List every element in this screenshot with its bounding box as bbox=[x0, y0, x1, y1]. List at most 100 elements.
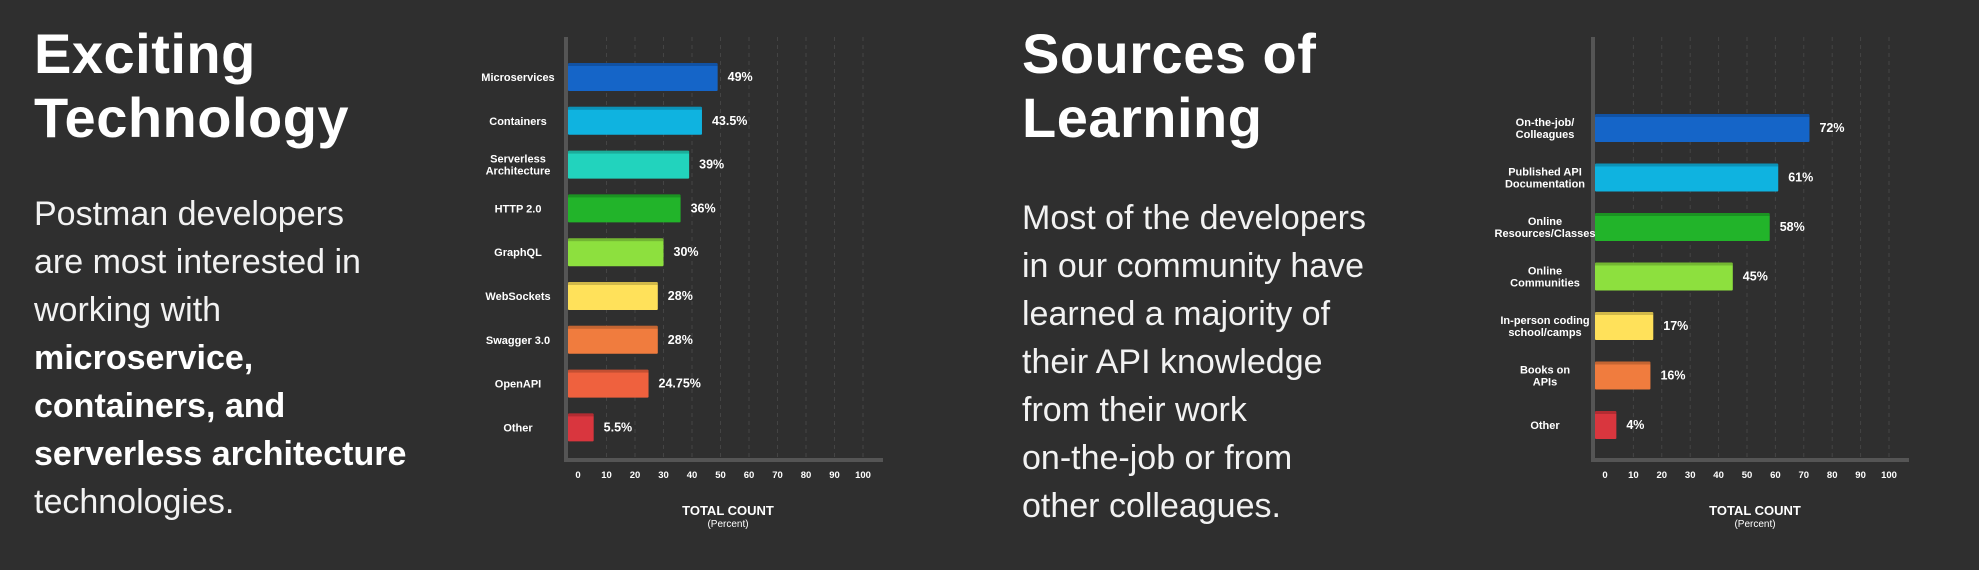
bar-top-shade bbox=[568, 238, 664, 242]
x-tick-label: 50 bbox=[1742, 470, 1753, 481]
x-tick-label: 90 bbox=[829, 470, 840, 481]
description-line: are most interested in bbox=[34, 243, 361, 281]
bar bbox=[1595, 312, 1654, 340]
bar-top-shade bbox=[1595, 213, 1770, 216]
bar-top-shade bbox=[568, 63, 718, 66]
title-line: Learning bbox=[1022, 86, 1263, 149]
category-label: Serverless bbox=[490, 154, 546, 166]
bar bbox=[568, 369, 649, 398]
category-label: Online bbox=[1528, 216, 1562, 228]
value-label: 28% bbox=[668, 289, 693, 303]
category-label: GraphQL bbox=[494, 247, 542, 259]
category-label: Other bbox=[1530, 420, 1560, 432]
category-label: Swagger 3.0 bbox=[486, 335, 550, 347]
bar bbox=[1595, 411, 1617, 439]
x-tick-label: 80 bbox=[801, 470, 812, 481]
value-label: 43.5% bbox=[712, 114, 747, 128]
category-label: Colleagues bbox=[1516, 129, 1575, 141]
category-label: APIs bbox=[1533, 377, 1557, 389]
bar-top-shade bbox=[568, 325, 658, 329]
bar bbox=[1595, 163, 1779, 192]
bar-top-shade bbox=[1595, 262, 1733, 266]
category-label: Other bbox=[503, 422, 533, 434]
value-label: 5.5% bbox=[604, 420, 633, 434]
bar bbox=[568, 282, 658, 310]
value-label: 24.75% bbox=[659, 377, 701, 391]
x-tick-label: 40 bbox=[687, 470, 698, 481]
bar-top-shade bbox=[568, 413, 594, 417]
x-tick-label: 10 bbox=[601, 470, 612, 481]
x-tick-label: 100 bbox=[1881, 470, 1897, 481]
bar bbox=[568, 413, 594, 442]
category-label: Documentation bbox=[1505, 179, 1585, 191]
bar-top-shade bbox=[568, 369, 649, 373]
value-label: 30% bbox=[674, 245, 699, 259]
x-tick-label: 10 bbox=[1628, 470, 1639, 481]
x-tick-label: 50 bbox=[715, 470, 726, 481]
bar-top-shade bbox=[568, 282, 658, 285]
description-line: their API knowledge bbox=[1022, 343, 1323, 381]
bar bbox=[1595, 213, 1770, 241]
bar bbox=[568, 106, 702, 135]
value-label: 36% bbox=[691, 201, 716, 215]
category-label: Published API bbox=[1508, 167, 1582, 179]
category-label: Architecture bbox=[486, 166, 551, 178]
value-label: 58% bbox=[1780, 220, 1805, 234]
x-tick-label: 40 bbox=[1713, 470, 1724, 481]
description-line: working with bbox=[34, 291, 222, 329]
title-line: Technology bbox=[34, 86, 350, 149]
x-tick-label: 70 bbox=[1799, 470, 1810, 481]
description-line: Most of the developers bbox=[1022, 199, 1366, 237]
x-tick-label: 30 bbox=[658, 470, 669, 481]
bar-top-shade bbox=[568, 150, 690, 154]
title-line: Sources of bbox=[1022, 22, 1317, 85]
category-label: WebSockets bbox=[485, 291, 550, 303]
value-label: 49% bbox=[728, 70, 753, 84]
x-tick-label: 0 bbox=[1602, 470, 1607, 481]
value-label: 72% bbox=[1819, 121, 1844, 135]
category-label: In-person coding bbox=[1500, 315, 1589, 327]
x-axis-subtitle: (Percent) bbox=[1734, 519, 1775, 530]
panel-description-exciting-technology: Postman developers are most interested in… bbox=[34, 190, 406, 526]
value-label: 16% bbox=[1660, 369, 1685, 383]
value-label: 39% bbox=[699, 158, 724, 172]
value-label: 61% bbox=[1788, 171, 1813, 185]
x-tick-label: 20 bbox=[630, 470, 641, 481]
value-label: 45% bbox=[1743, 270, 1768, 284]
bar-top-shade bbox=[568, 106, 702, 110]
bar bbox=[568, 238, 664, 267]
bar bbox=[1595, 262, 1733, 291]
category-label: Resources/Classes bbox=[1495, 228, 1596, 240]
bar-chart-exciting-technology: 49% Microservices 43.5% Containers 39% Server… bbox=[481, 37, 883, 530]
bar-top-shade bbox=[1595, 163, 1779, 167]
description-line: learned a majority of bbox=[1022, 295, 1331, 333]
panel-description-sources-of-learning: Most of the developers in our community h… bbox=[1022, 194, 1366, 530]
category-label: Microservices bbox=[481, 72, 554, 84]
x-tick-label: 20 bbox=[1657, 470, 1668, 481]
bar-top-shade bbox=[1595, 361, 1651, 365]
bar bbox=[1595, 361, 1651, 390]
category-label: Communities bbox=[1510, 278, 1580, 290]
x-axis-title: TOTAL COUNT bbox=[1709, 503, 1801, 518]
x-axis-subtitle: (Percent) bbox=[707, 519, 748, 530]
x-tick-label: 70 bbox=[772, 470, 783, 481]
bar bbox=[568, 194, 681, 223]
x-tick-label: 60 bbox=[744, 470, 755, 481]
bar-top-shade bbox=[1595, 312, 1654, 315]
description-line: in our community have bbox=[1022, 247, 1365, 285]
value-label: 4% bbox=[1626, 418, 1644, 432]
category-label: Containers bbox=[489, 116, 546, 128]
title-line: Exciting bbox=[34, 22, 256, 85]
bar bbox=[568, 150, 690, 179]
bar bbox=[568, 325, 658, 354]
panel-title-exciting-technology: Exciting Technology bbox=[34, 22, 349, 150]
value-label: 28% bbox=[668, 333, 693, 347]
bar-top-shade bbox=[1595, 114, 1810, 117]
bar-chart-sources-of-learning: 72% On-the-job/Colleagues 61% Published API… bbox=[1495, 37, 1909, 530]
category-label: On-the-job/ bbox=[1516, 117, 1575, 129]
description-line: Postman developers bbox=[34, 195, 344, 233]
x-tick-label: 30 bbox=[1685, 470, 1696, 481]
bar bbox=[1595, 114, 1810, 142]
description-line: microservice, bbox=[34, 339, 254, 377]
x-tick-label: 60 bbox=[1770, 470, 1781, 481]
